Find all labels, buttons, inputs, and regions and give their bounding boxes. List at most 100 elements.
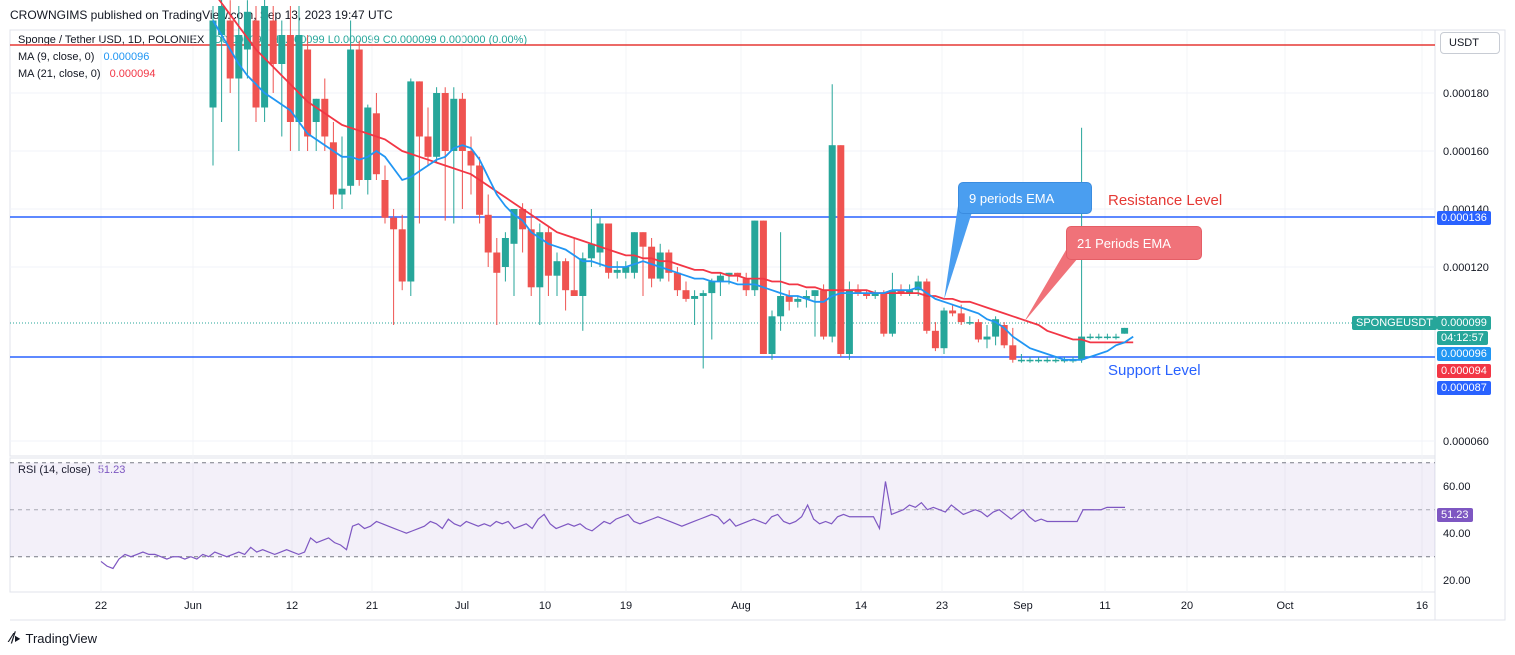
candle-body [295, 35, 303, 122]
candle-body [235, 35, 243, 79]
candle-body [699, 293, 707, 296]
ma9-value: 0.000096 [103, 51, 150, 63]
candle-body [390, 217, 398, 230]
candle-body [510, 209, 518, 244]
candle-body [691, 296, 699, 299]
time-tick-label: Sep [1013, 600, 1033, 612]
candle-body [940, 310, 948, 349]
candle-body [304, 49, 312, 137]
price-tick-label: 0.000120 [1443, 262, 1489, 274]
candle-body [544, 232, 552, 276]
resistance-price-tag: 0.000136 [1437, 211, 1491, 225]
candle-body [415, 81, 423, 137]
candle-body [794, 298, 802, 302]
candle-body [355, 49, 363, 180]
candle-body [1026, 359, 1034, 362]
price-tick-label: 0.000060 [1443, 436, 1489, 448]
candle-body [605, 223, 613, 273]
candle-body [450, 98, 458, 151]
currency-button[interactable]: USDT [1440, 32, 1500, 54]
candle-body [708, 281, 716, 294]
ma21-legend: MA (21, close, 0) 0.000094 [18, 68, 156, 80]
candle-body [596, 223, 604, 253]
tradingview-footer[interactable]: ⁄⧸▸ TradingView [10, 630, 97, 646]
candle-body [923, 281, 931, 331]
candle-body [716, 275, 724, 282]
candle-body [562, 261, 570, 291]
candle-body [372, 113, 380, 175]
price-tick-label: 0.000160 [1443, 146, 1489, 158]
candle-body [845, 290, 853, 354]
rsi-tick-label: 40.00 [1443, 528, 1471, 540]
symbol-name: Sponge / Tether USD, 1D, POLONIEX [18, 34, 205, 46]
candle-body [278, 35, 286, 64]
candle-body [974, 322, 982, 340]
rsi-price-tag: 51.23 [1437, 508, 1473, 522]
candle-body [1112, 336, 1120, 339]
time-tick-label: 11 [1099, 600, 1110, 612]
candle-body [536, 232, 544, 288]
time-tick-label: 10 [539, 600, 551, 612]
candle-body [914, 281, 922, 291]
candle-body [673, 272, 681, 291]
countdown-tag: 04:12:57 [1437, 331, 1488, 345]
time-tick-label: 21 [366, 600, 378, 612]
candle-body [871, 293, 879, 296]
rsi-label: RSI (14, close) [18, 464, 91, 476]
candle-body [906, 290, 914, 294]
candle-body [1078, 336, 1086, 360]
candle-body [579, 258, 587, 296]
candle-body [312, 98, 320, 122]
candle-body [1103, 336, 1111, 339]
candle-body [286, 35, 294, 122]
ma9-legend: MA (9, close, 0) 0.000096 [18, 51, 149, 63]
candle-body [949, 310, 957, 314]
time-tick-label: 14 [855, 600, 867, 612]
candle-body [622, 267, 630, 273]
candle-body [734, 272, 742, 276]
time-tick-label: 12 [286, 600, 298, 612]
candle-body [983, 336, 991, 340]
ema9-callout: 9 periods EMA [958, 182, 1092, 214]
candle-body [527, 229, 535, 288]
candle-body [476, 165, 484, 215]
rsi-line [100, 481, 1125, 570]
candle-body [398, 229, 406, 282]
time-tick-label: 22 [95, 600, 107, 612]
ma9-label: MA (9, close, 0) [18, 51, 95, 63]
candle-body [458, 98, 466, 151]
candle-body [751, 220, 759, 291]
candle-body [802, 296, 810, 299]
support-price-tag: 0.000087 [1437, 381, 1491, 395]
ema21-callout-pointer [1024, 250, 1078, 322]
last-price-tag: 0.000099 [1437, 316, 1491, 330]
price-pane-border [9, 29, 1436, 457]
candle-body [261, 6, 269, 108]
candle-body [1017, 359, 1025, 362]
candle-body [863, 293, 871, 296]
rsi-tick-label: 60.00 [1443, 481, 1471, 493]
candle-body [1095, 336, 1103, 339]
ma21-label: MA (21, close, 0) [18, 68, 101, 80]
candle-body [1043, 359, 1051, 362]
time-tick-label: 20 [1181, 600, 1193, 612]
ma21-line [218, 0, 1134, 344]
candle-body [407, 81, 415, 282]
publisher-line: CROWNGIMS published on TradingView.com, … [10, 8, 393, 22]
candle-body [321, 98, 329, 137]
rsi-value: 51.23 [97, 464, 126, 476]
resistance-label: Resistance Level [1108, 192, 1223, 209]
ma21-price-tag: 0.000094 [1437, 364, 1491, 378]
candle-body [966, 322, 974, 324]
time-tick-label: Jul [455, 600, 469, 612]
candle-body [630, 232, 638, 273]
tradingview-logo-icon: ⁄⧸▸ [10, 630, 21, 645]
candle-body [1009, 345, 1017, 360]
ma9-line [212, 20, 1134, 361]
candle-body [467, 151, 475, 166]
candle-body [828, 145, 836, 337]
candle-body [338, 188, 346, 195]
time-tick-label: 16 [1416, 600, 1428, 612]
candle-body [656, 252, 664, 279]
